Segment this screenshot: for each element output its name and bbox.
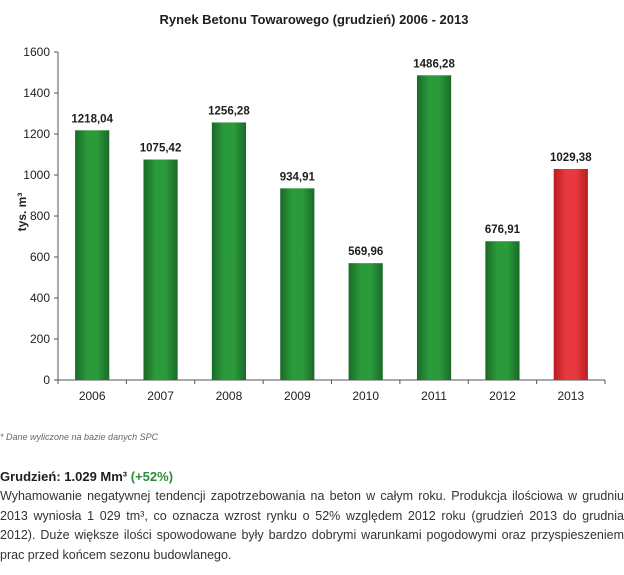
data-label-2007: 1075,42 [140,143,182,155]
bar-2008 [211,122,247,381]
y-tick-label: 1200 [23,127,50,141]
data-label-2008: 1256,28 [208,105,250,117]
x-tick-label-2007: 2007 [147,389,174,403]
y-tick-label: 1000 [23,168,50,182]
bar-2009 [280,188,315,380]
x-tick-label-2011: 2011 [421,389,447,403]
chart-title: Rynek Betonu Towarowego (grudzień) 2006 … [160,12,469,27]
y-tick-label: 800 [30,209,50,223]
data-label-2012: 676,91 [485,224,521,236]
y-axis: 0 200 400 600 800 1000 1200 1400 1600 [23,45,59,387]
data-label-2009: 934,91 [280,171,316,183]
bar-2013 [553,168,588,380]
x-tick-label-2008: 2008 [216,389,243,403]
y-tick-label: 1400 [23,86,50,100]
y-tick-label: 200 [30,332,50,346]
x-tick-label-2009: 2009 [284,389,311,403]
headline-change: (+52%) [130,469,174,484]
bar-2006 [75,130,110,380]
x-tick-label-2012: 2012 [489,389,516,403]
y-axis-label: tys. m³ [15,193,29,232]
y-tick-label: 600 [30,250,50,264]
x-tick-label-2010: 2010 [352,389,379,403]
x-tick-label-2013: 2013 [557,389,584,403]
data-label-2011: 1486,28 [413,58,455,70]
y-tick-label: 0 [43,373,50,387]
bars [75,75,588,381]
data-label-2010: 569,96 [348,246,383,258]
headline-label: Grudzień: 1.029 Mm³ [0,469,128,484]
x-axis: 2006 2007 2008 2009 2010 2011 2012 2013 [57,379,606,403]
bar-chart: Rynek Betonu Towarowego (grudzień) 2006 … [15,12,606,403]
bar-2011 [416,75,452,381]
data-labels: 1218,04 1075,42 1256,28 934,91 569,96 1486,28… [71,58,592,258]
headline: Grudzień: 1.029 Mm³ (+52%) [0,469,173,484]
data-label-2006: 1218,04 [71,113,113,125]
bar-2007 [143,159,178,380]
x-tick-label-2006: 2006 [79,389,106,403]
y-tick-label: 400 [30,291,50,305]
bar-2010 [348,263,383,380]
footnote: * Dane wyliczone na bazie danych SPC [0,432,159,442]
y-tick-label: 1600 [23,45,50,59]
data-label-2013: 1029,38 [550,152,592,164]
description-paragraph: Wyhamowanie negatywnej tendencji zapotrz… [0,489,624,562]
bar-2012 [485,241,520,380]
